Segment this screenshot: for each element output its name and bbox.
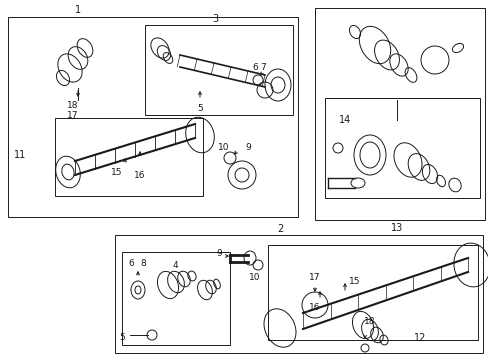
Text: 10: 10 [218,143,229,152]
Text: 8: 8 [140,258,145,267]
Text: 4: 4 [172,261,178,270]
Text: 2: 2 [276,224,283,234]
Text: 18: 18 [364,318,375,327]
Text: 7: 7 [260,63,265,72]
Text: 5: 5 [197,104,203,113]
Text: 14: 14 [338,115,350,125]
Bar [55,118,203,196]
Text: 16: 16 [134,171,145,180]
Bar [122,252,229,345]
Bar [115,235,482,353]
Bar [314,8,484,220]
Bar [267,245,477,340]
Text: 5: 5 [119,333,125,342]
Text: 13: 13 [390,223,402,233]
Bar [145,25,292,115]
Text: 11: 11 [14,150,26,160]
Text: 1: 1 [75,5,81,15]
Text: 12: 12 [413,333,426,343]
Text: 15: 15 [111,167,122,176]
Text: 18: 18 [67,100,79,109]
Bar [325,98,479,198]
Text: 6: 6 [252,63,257,72]
Text: 9: 9 [244,143,250,152]
Text: 3: 3 [211,14,218,24]
Text: 17: 17 [67,111,79,120]
Bar [8,17,297,217]
Text: 17: 17 [308,274,320,283]
Text: 6: 6 [128,258,134,267]
Text: 15: 15 [348,278,360,287]
Text: 10: 10 [249,274,260,283]
Text: 9: 9 [216,248,222,257]
Text: 16: 16 [308,303,320,312]
